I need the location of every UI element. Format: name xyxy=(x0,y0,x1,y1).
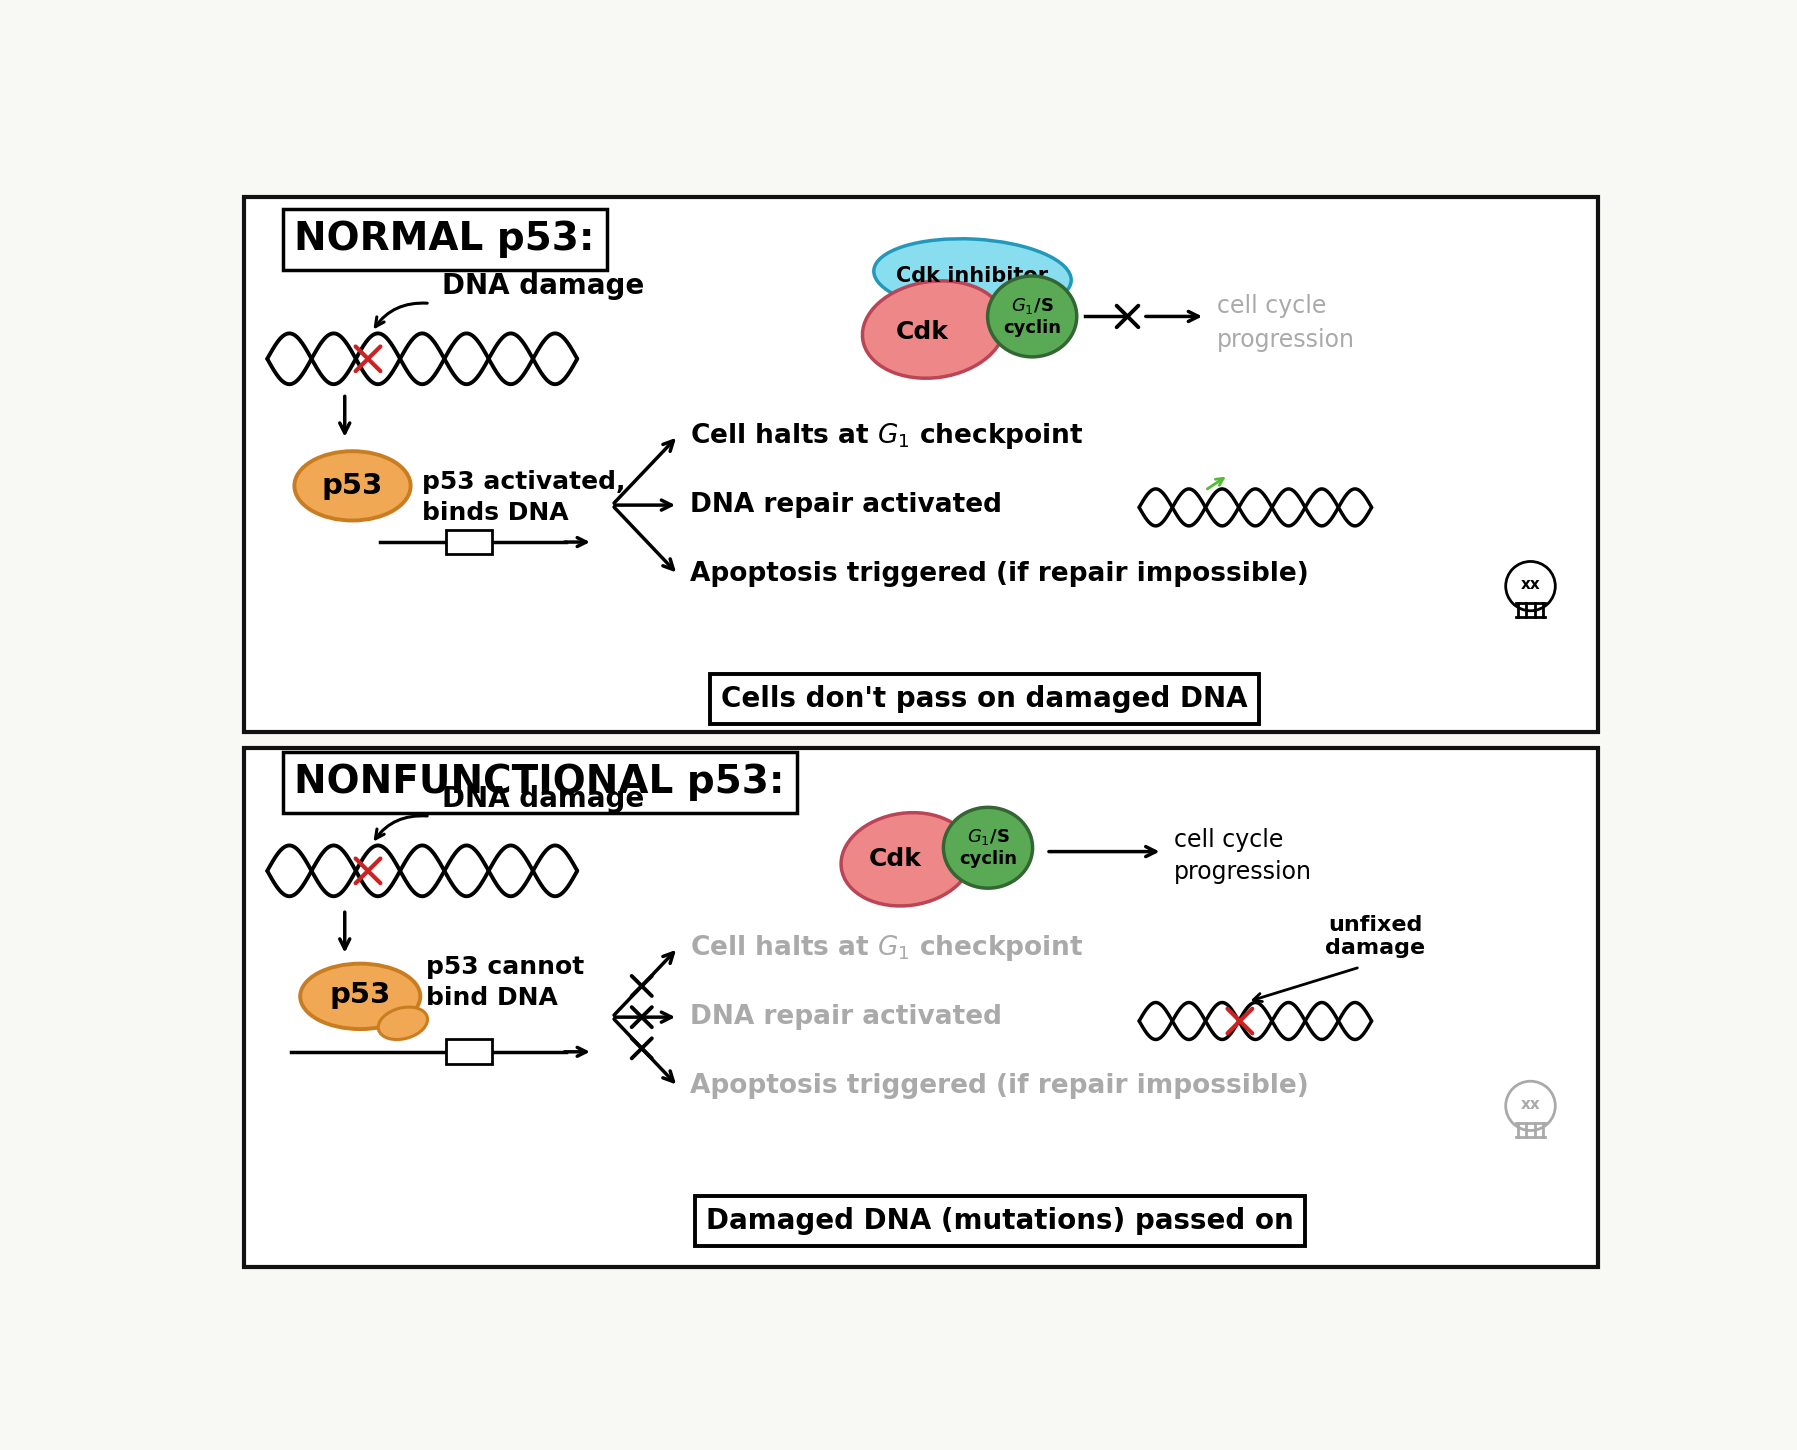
Text: Cdk inhibitor: Cdk inhibitor xyxy=(897,265,1049,286)
FancyBboxPatch shape xyxy=(244,748,1598,1267)
Text: unfixed
damage: unfixed damage xyxy=(1326,915,1425,958)
Text: progression: progression xyxy=(1217,328,1355,351)
Ellipse shape xyxy=(377,1008,428,1040)
Text: p53 cannot: p53 cannot xyxy=(426,956,584,979)
Text: bind DNA: bind DNA xyxy=(426,986,559,1009)
Text: Cell halts at $G_1$ checkpoint: Cell halts at $G_1$ checkpoint xyxy=(690,420,1084,451)
FancyBboxPatch shape xyxy=(244,197,1598,732)
FancyBboxPatch shape xyxy=(446,1040,492,1064)
Ellipse shape xyxy=(873,239,1071,313)
FancyBboxPatch shape xyxy=(446,529,492,554)
Text: Apoptosis triggered (if repair impossible): Apoptosis triggered (if repair impossibl… xyxy=(690,1073,1308,1099)
Ellipse shape xyxy=(300,964,420,1030)
Text: Cdk: Cdk xyxy=(868,847,922,871)
Text: NORMAL p53:: NORMAL p53: xyxy=(295,220,595,258)
Text: DNA repair activated: DNA repair activated xyxy=(690,492,1001,518)
Ellipse shape xyxy=(988,276,1076,357)
Ellipse shape xyxy=(295,451,412,521)
Text: p53: p53 xyxy=(329,980,392,1009)
Text: Damaged DNA (mutations) passed on: Damaged DNA (mutations) passed on xyxy=(706,1208,1294,1235)
Circle shape xyxy=(1506,1082,1554,1131)
Text: xx: xx xyxy=(1520,1098,1540,1112)
Ellipse shape xyxy=(943,808,1033,889)
Ellipse shape xyxy=(841,812,972,906)
Text: DNA damage: DNA damage xyxy=(442,271,643,300)
Text: p53: p53 xyxy=(322,471,383,500)
Text: xx: xx xyxy=(1520,577,1540,593)
Text: $G_1$/S
cyclin: $G_1$/S cyclin xyxy=(1003,296,1062,336)
Text: DNA damage: DNA damage xyxy=(442,786,643,813)
Text: p53 activated,: p53 activated, xyxy=(422,470,625,494)
Ellipse shape xyxy=(863,281,1005,378)
Text: progression: progression xyxy=(1173,860,1312,884)
Text: Cell halts at $G_1$ checkpoint: Cell halts at $G_1$ checkpoint xyxy=(690,932,1084,963)
Text: cell cycle: cell cycle xyxy=(1173,828,1283,853)
Text: Cells don't pass on damaged DNA: Cells don't pass on damaged DNA xyxy=(721,686,1247,713)
Text: DNA repair activated: DNA repair activated xyxy=(690,1005,1001,1030)
Text: Cdk: Cdk xyxy=(895,320,949,344)
Text: NONFUNCTIONAL p53:: NONFUNCTIONAL p53: xyxy=(295,763,785,802)
Text: binds DNA: binds DNA xyxy=(422,500,570,525)
Text: $G_1$/S
cyclin: $G_1$/S cyclin xyxy=(960,828,1017,869)
Circle shape xyxy=(1506,561,1554,610)
Text: Apoptosis triggered (if repair impossible): Apoptosis triggered (if repair impossibl… xyxy=(690,561,1308,587)
Text: cell cycle: cell cycle xyxy=(1217,294,1326,318)
